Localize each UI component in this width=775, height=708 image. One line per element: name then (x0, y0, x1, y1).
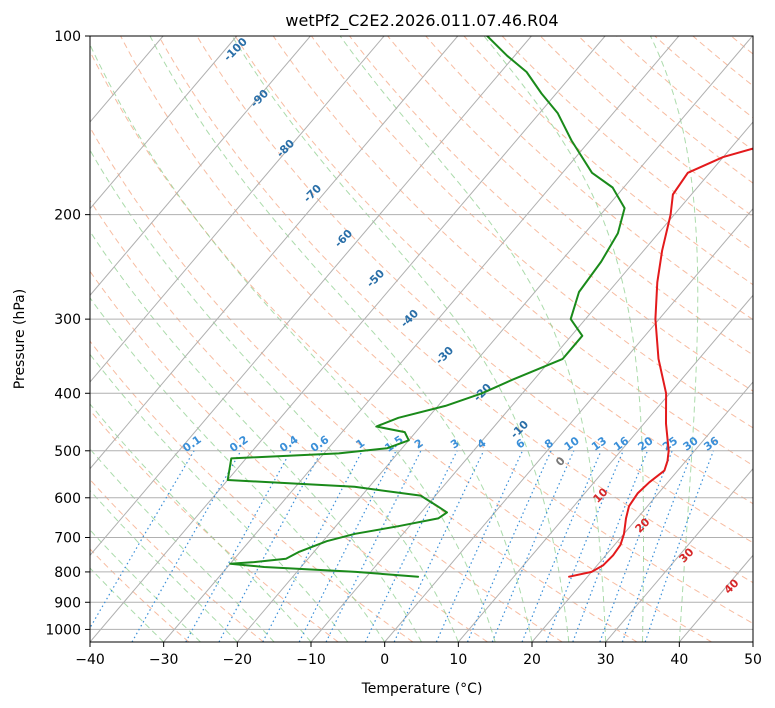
y-tick-label: 500 (54, 444, 81, 460)
x-tick-label: 50 (744, 652, 762, 668)
x-tick-label: 40 (670, 652, 688, 668)
moist-adiabat (90, 567, 165, 642)
y-tick-label: 600 (54, 491, 81, 507)
dry-adiabat (349, 36, 753, 392)
isotherm (90, 36, 606, 642)
moist-adiabat (149, 36, 533, 642)
temperature-profile (568, 147, 753, 578)
mixing-ratio-line (435, 450, 524, 642)
moist-adiabat (90, 230, 422, 642)
isotherm (531, 381, 753, 642)
plot-frame (89, 35, 754, 643)
isotherm (605, 467, 753, 642)
dry-adiabat (196, 36, 753, 544)
x-tick-label: 20 (523, 652, 541, 668)
moist-adiabat (90, 43, 496, 642)
isotherm (90, 36, 459, 470)
background-lines (90, 36, 753, 642)
y-tick-label: 800 (54, 565, 81, 581)
mixing-ratio-line (466, 450, 552, 642)
y-axis: 100 200 300 400 500 600 700 800 900 1000 (45, 29, 90, 638)
isotherm (163, 36, 680, 642)
isotherm (90, 36, 238, 210)
isotherm (90, 36, 385, 383)
dry-adiabat (90, 50, 712, 642)
moist-adiabat (90, 353, 349, 642)
x-axis-label: Temperature (°C) (361, 681, 483, 697)
isotherm (236, 36, 753, 642)
dry-adiabat (234, 36, 753, 505)
x-tick-label: −10 (296, 652, 326, 668)
moist-adiabat (231, 36, 570, 642)
dry-adiabat (616, 36, 753, 151)
moist-adiabat (90, 529, 201, 642)
mixing-ratio-line (393, 450, 485, 642)
moist-adiabat (90, 149, 459, 642)
dry-adiabat (425, 36, 753, 321)
x-tick-label: 30 (597, 652, 615, 668)
profile-lines (226, 36, 753, 578)
isotherm (310, 121, 753, 642)
dry-adiabat (463, 36, 753, 286)
mixing-ratio-line (545, 450, 624, 642)
y-tick-label: 1000 (45, 622, 81, 638)
x-tick-label: −40 (75, 652, 105, 668)
isotherm (384, 207, 753, 642)
dry-adiabat (310, 36, 753, 429)
isotherm (457, 294, 753, 642)
y-tick-label: 200 (54, 208, 81, 224)
x-tick-label: 0 (380, 652, 389, 668)
moist-adiabat (339, 36, 607, 642)
dry-adiabat (90, 478, 264, 642)
chart-title: wetPf2_C2E2.2026.011.07.46.R04 (285, 11, 558, 31)
mixing-ratio-line (218, 450, 323, 642)
isotherm (90, 36, 311, 297)
y-tick-label: 300 (54, 312, 81, 328)
mixing-ratio-line (131, 450, 242, 642)
dry-adiabat (158, 36, 753, 584)
mixing-ratio-line (185, 450, 292, 642)
mixing-ratio-line (364, 450, 458, 642)
x-tick-label: −30 (149, 652, 179, 668)
x-tick-label: −20 (223, 652, 253, 668)
mixing-ratio-line (90, 450, 195, 630)
dry-adiabat (387, 36, 753, 356)
y-tick-label: 900 (54, 595, 81, 611)
y-axis-label: Pressure (hPa) (12, 289, 28, 389)
mixing-ratio-line (521, 450, 602, 642)
moist-adiabat (90, 489, 238, 642)
isotherm (90, 36, 532, 557)
x-axis: −40 −30 −20 −10 0 10 20 30 40 50 (75, 642, 762, 668)
moist-adiabat (90, 296, 386, 642)
y-tick-label: 100 (54, 29, 81, 45)
x-tick-label: 10 (449, 652, 467, 668)
y-tick-label: 400 (54, 386, 81, 402)
dry-adiabat (90, 340, 414, 642)
y-tick-label: 700 (54, 531, 81, 547)
mixing-ratio-line (491, 450, 575, 642)
moist-adiabat (650, 36, 699, 642)
dry-adiabat (90, 126, 638, 642)
dewpoint-profile (226, 36, 626, 578)
dry-adiabat (120, 36, 753, 625)
